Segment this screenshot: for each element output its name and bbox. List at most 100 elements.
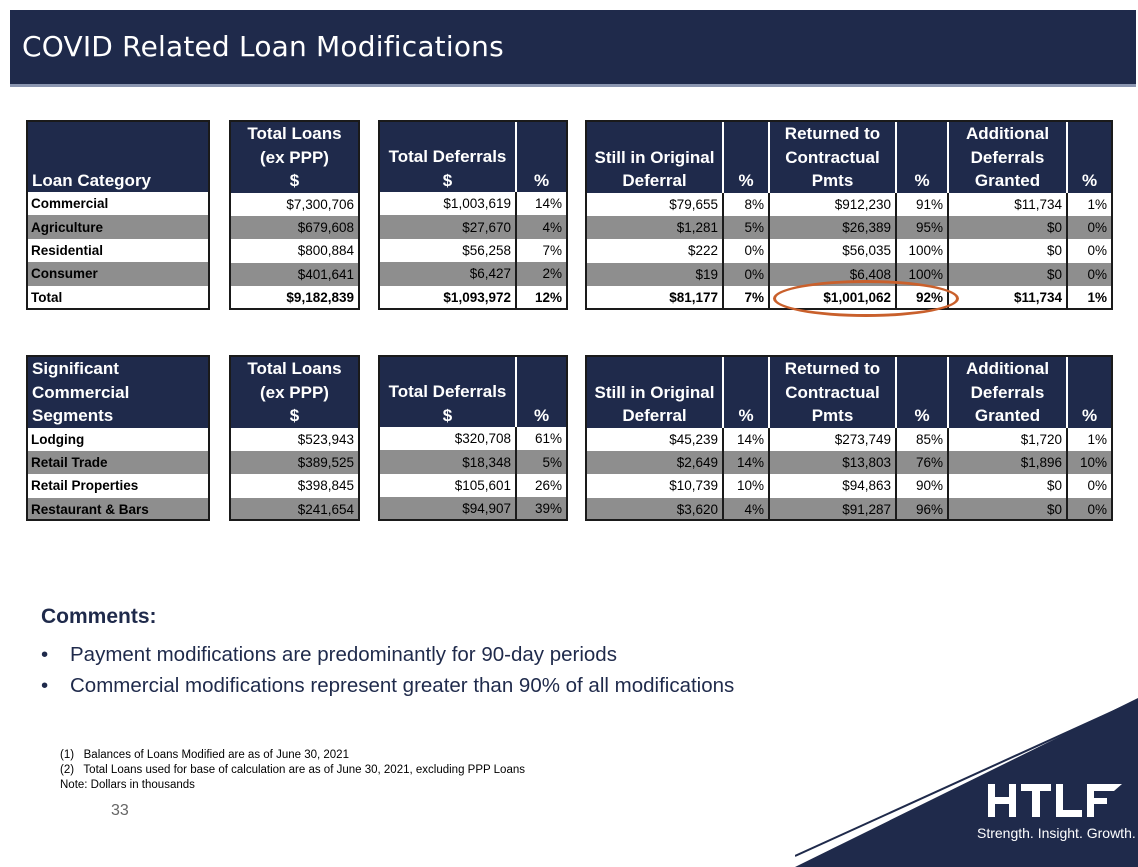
returned-cell: $26,389 (769, 215, 897, 240)
modification-status-block: Still in Original Deferral % Returned to C… (585, 120, 1113, 310)
still-pct-cell: 14% (723, 427, 770, 451)
returned-cell: $94,863 (769, 474, 897, 498)
segment-status-block: Still in Original Deferral % Returned to C… (585, 355, 1113, 521)
additional-pct-cell: 1% (1067, 427, 1111, 451)
table-row: Retail Trade (28, 450, 208, 475)
additional-cell: $0 (948, 497, 1068, 519)
table-row: $320,708 61% (380, 427, 566, 451)
segment-deferrals-header: Total Deferrals $ (380, 357, 517, 427)
returned-pct-cell: 85% (896, 427, 949, 451)
deferral-pct-cell: 39% (516, 497, 566, 519)
segment-column: Significant Commercial Segments Lodging Ret… (26, 355, 210, 521)
table-row: $27,670 4% (380, 215, 566, 239)
table-row: $1,281 5% $26,389 95% $0 0% (587, 215, 1111, 240)
accent-line (795, 699, 1138, 857)
still-original-header: Still in Original Deferral (587, 122, 724, 193)
still-original-cell: $81,177 (587, 286, 724, 308)
footnotes: (1) Balances of Loans Modified are as of… (60, 748, 525, 793)
still-original-cell: $19 (587, 262, 724, 287)
additional-pct-cell: 0% (1067, 262, 1111, 287)
segment-total-loans-column: Total Loans (ex PPP) $ $523,943 $389,525 $39… (229, 355, 360, 521)
additional-cell: $11,734 (948, 192, 1068, 216)
additional-pct-cell: 0% (1067, 497, 1111, 519)
total-loans-cell: $389,525 (231, 450, 358, 475)
total-loans-cell: $523,943 (231, 427, 358, 451)
still-original-cell: $79,655 (587, 192, 724, 216)
table-row: Commercial (28, 192, 208, 216)
table-row: $105,601 26% (380, 473, 566, 498)
segment-additional-header: Additional Deferrals Granted (948, 357, 1068, 428)
category-cell: Residential (28, 238, 208, 263)
page-number: 33 (111, 802, 129, 819)
total-loans-cell: $679,608 (231, 215, 358, 240)
still-original-cell: $45,239 (587, 427, 724, 451)
total-loans-column: Total Loans (ex PPP) $ $7,300,706 $679,608 $… (229, 120, 360, 310)
additional-pct-cell: 0% (1067, 215, 1111, 240)
table-row: $2,649 14% $13,803 76% $1,896 10% (587, 450, 1111, 475)
total-loans-header: Total Loans (ex PPP) $ (231, 122, 358, 193)
deferral-pct-cell: 4% (516, 215, 566, 239)
table-row: Retail Properties (28, 474, 208, 498)
additional-pct-cell: 0% (1067, 239, 1111, 263)
table-row: $45,239 14% $273,749 85% $1,720 1% (587, 427, 1111, 451)
deferrals-cell: $27,670 (380, 215, 517, 239)
additional-cell: $0 (948, 262, 1068, 287)
segment-returned-header: Returned to Contractual Pmts (769, 357, 897, 428)
table-row: $800,884 (231, 239, 358, 263)
table-row: $241,654 (231, 497, 358, 519)
deferral-pct-cell: 26% (516, 473, 566, 498)
segment-additional-pct-header: % (1067, 357, 1111, 428)
additional-cell: $1,896 (948, 450, 1068, 475)
total-deferrals-header: Total Deferrals $ (380, 122, 517, 192)
deferrals-cell: $105,601 (380, 473, 517, 498)
additional-pct-cell: 1% (1067, 192, 1111, 216)
deferral-pct-cell: 14% (516, 192, 566, 216)
deferral-pct-cell: 7% (516, 238, 566, 263)
footnote: (2) Total Loans used for base of calcula… (60, 764, 525, 776)
still-pct-cell: 5% (723, 215, 770, 240)
total-loans-cell: $9,182,839 (231, 286, 358, 308)
table-row: $18,348 5% (380, 450, 566, 474)
still-pct-cell: 8% (723, 192, 770, 216)
still-pct-cell: 7% (723, 286, 770, 308)
deferral-pct-cell: 2% (516, 262, 566, 286)
deferral-pct-header: % (516, 122, 566, 192)
deferrals-cell: $56,258 (380, 238, 517, 263)
corner-brand-graphic (795, 698, 1138, 867)
total-loans-cell: $241,654 (231, 497, 358, 519)
table-row: Agriculture (28, 215, 208, 239)
table-row: $401,641 (231, 262, 358, 287)
highlight-ellipse (773, 280, 959, 317)
deferral-pct-cell: 12% (516, 285, 566, 308)
still-pct-cell: 14% (723, 450, 770, 475)
segment-total-loans-header: Total Loans (ex PPP) $ (231, 357, 358, 428)
comments-section: Comments: Payment modifications are pred… (41, 605, 734, 701)
category-cell: Retail Properties (28, 474, 208, 498)
returned-pct-cell: 76% (896, 450, 949, 475)
still-pct-header: % (723, 122, 770, 193)
returned-pct-cell: 100% (896, 262, 949, 287)
table-row: $10,739 10% $94,863 90% $0 0% (587, 474, 1111, 498)
category-cell: Total (28, 285, 208, 308)
still-pct-cell: 4% (723, 497, 770, 519)
returned-header: Returned to Contractual Pmts (769, 122, 897, 193)
still-original-cell: $1,281 (587, 215, 724, 240)
total-loans-cell: $7,300,706 (231, 192, 358, 216)
additional-pct-cell: 1% (1067, 286, 1111, 308)
segment-deferral-pct-header: % (516, 357, 566, 427)
additional-header: Additional Deferrals Granted (948, 122, 1068, 193)
returned-pct-header: % (896, 122, 949, 193)
comment-bullet: Commercial modifications represent great… (41, 670, 734, 701)
segment-header: Significant Commercial Segments (28, 357, 208, 428)
table-row: $7,300,706 (231, 192, 358, 216)
table-row: Consumer (28, 262, 208, 286)
returned-cell: $56,035 (769, 239, 897, 263)
additional-cell: $1,720 (948, 427, 1068, 451)
page-title: COVID Related Loan Modifications (22, 30, 504, 63)
table-row: Restaurant & Bars (28, 497, 208, 519)
total-loans-cell: $398,845 (231, 474, 358, 498)
deferrals-cell: $18,348 (380, 450, 517, 474)
deferrals-cell: $1,093,972 (380, 285, 517, 308)
table-row: $523,943 (231, 427, 358, 451)
deferrals-cell: $320,708 (380, 427, 517, 451)
